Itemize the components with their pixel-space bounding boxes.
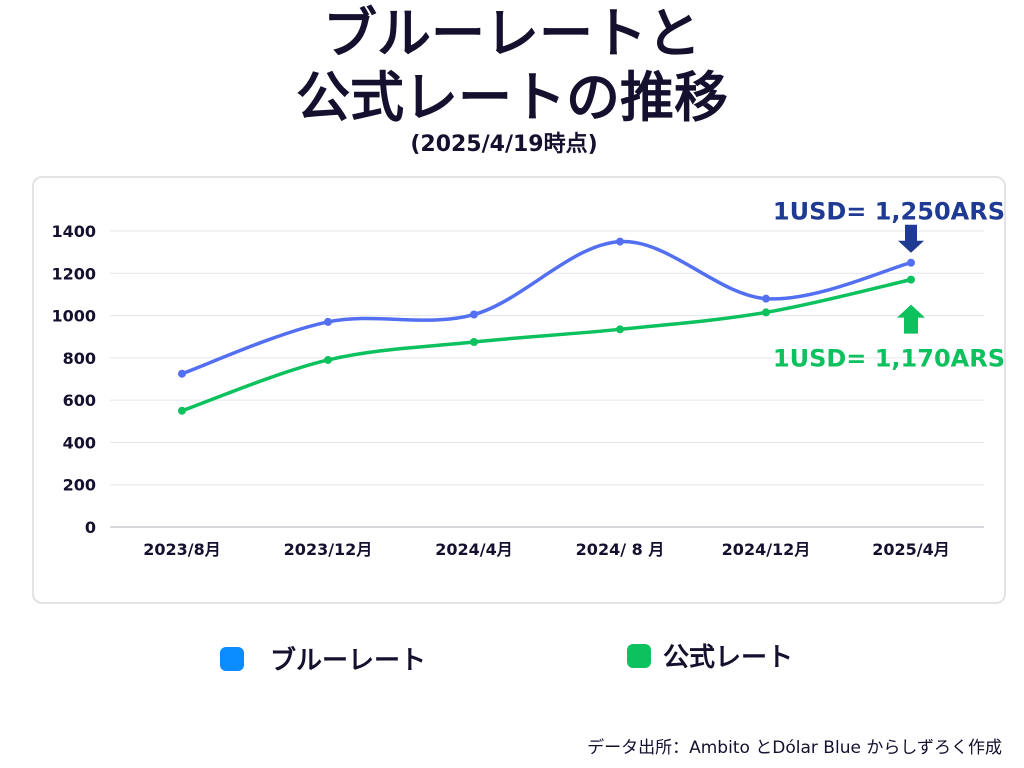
y-axis-ticks: 0 200 400 600 800 1000 1200 1400 bbox=[51, 222, 96, 537]
data-point-blue-rate bbox=[470, 311, 478, 319]
y-tick-label: 0 bbox=[85, 518, 96, 537]
x-tick-label: 2024/ 8 月 bbox=[576, 540, 665, 559]
data-point-blue-rate bbox=[324, 318, 332, 326]
legend-label-blue: ブルーレート bbox=[270, 640, 426, 677]
arrow-down-icon bbox=[898, 225, 924, 253]
y-tick-label: 1000 bbox=[51, 307, 96, 326]
line-chart: 0 200 400 600 800 1000 1200 1400 2023/8月 2023/12… bbox=[0, 0, 1024, 768]
data-source-note: データ出所：Ambito とDólar Blue からしずろく作成 bbox=[587, 733, 1002, 758]
y-tick-label: 600 bbox=[63, 391, 96, 410]
data-point-blue-rate bbox=[178, 370, 186, 378]
data-point-official-rate bbox=[616, 325, 624, 333]
arrow-up-icon bbox=[897, 305, 925, 334]
data-point-blue-rate bbox=[907, 259, 915, 267]
x-tick-label: 2023/12月 bbox=[284, 540, 373, 559]
y-tick-label: 400 bbox=[63, 433, 96, 452]
y-tick-label: 800 bbox=[63, 349, 96, 368]
annotation-official-rate-label: 1USD= 1,170ARS bbox=[773, 345, 1005, 373]
data-point-blue-rate bbox=[616, 238, 624, 246]
x-tick-label: 2024/12月 bbox=[722, 540, 811, 559]
x-axis-ticks: 2023/8月 2023/12月 2024/4月 2024/ 8 月 2024/12月 2… bbox=[143, 540, 950, 559]
legend-swatch-green bbox=[627, 644, 651, 668]
data-point-official-rate bbox=[178, 407, 186, 415]
legend-item-official-rate: 公式レート bbox=[627, 637, 793, 674]
data-point-official-rate bbox=[907, 276, 915, 284]
legend-item-blue-rate: ブルーレート bbox=[220, 640, 426, 677]
x-tick-label: 2023/8月 bbox=[143, 540, 221, 559]
data-point-official-rate bbox=[762, 308, 770, 316]
legend-label-green: 公式レート bbox=[663, 637, 793, 674]
data-point-official-rate bbox=[470, 338, 478, 346]
series-points bbox=[178, 238, 915, 415]
annotation-blue-rate-label: 1USD= 1,250ARS bbox=[773, 198, 1005, 226]
x-tick-label: 2025/4月 bbox=[872, 540, 950, 559]
y-tick-label: 1400 bbox=[51, 222, 96, 241]
legend-swatch-blue bbox=[220, 647, 244, 671]
data-point-official-rate bbox=[324, 356, 332, 364]
y-tick-label: 200 bbox=[63, 476, 96, 495]
series-lines bbox=[182, 241, 911, 410]
y-tick-label: 1200 bbox=[51, 264, 96, 283]
data-point-blue-rate bbox=[762, 295, 770, 303]
x-tick-label: 2024/4月 bbox=[435, 540, 513, 559]
